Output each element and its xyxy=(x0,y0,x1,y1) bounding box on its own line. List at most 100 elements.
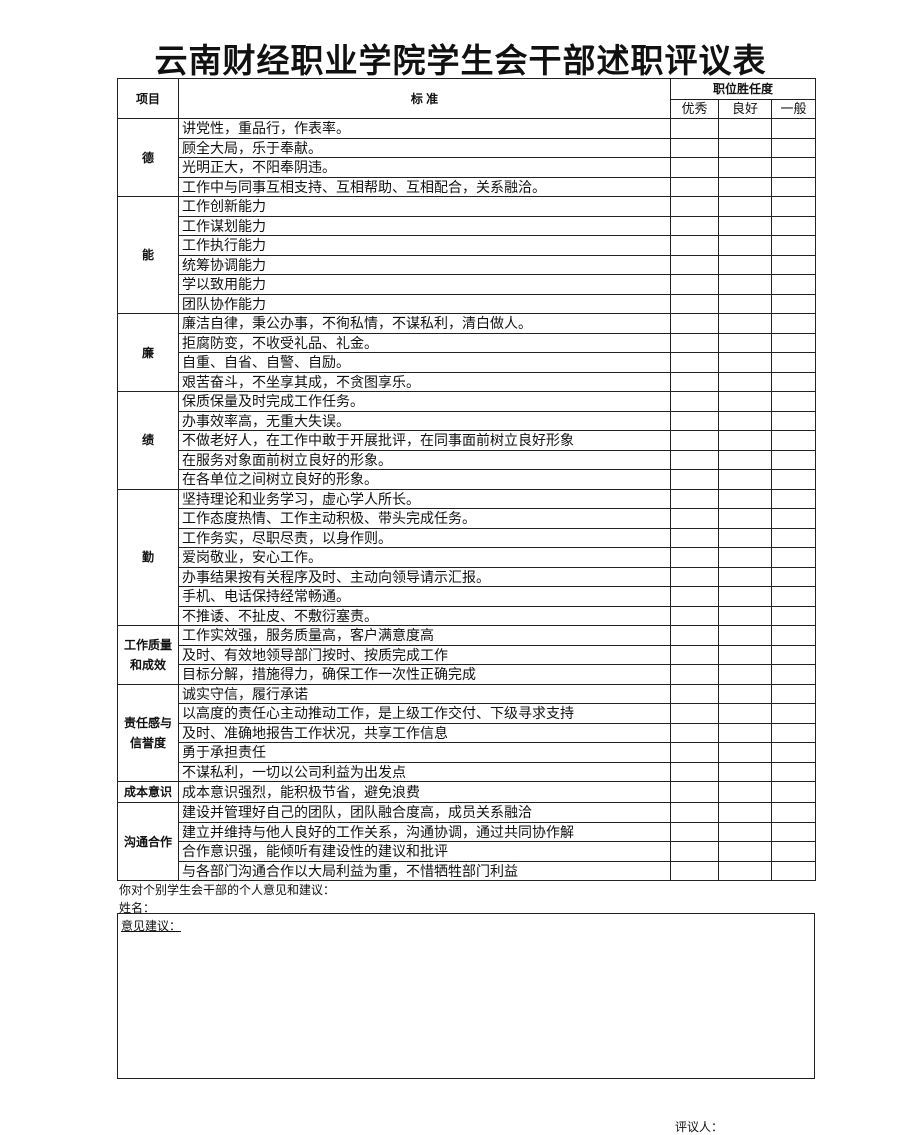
evaluation-table: 项目 标 准 职位胜任度 优秀 良好 一般 德讲党性，重品行，作表率。 顾全大局，乐于… xyxy=(117,78,817,881)
rating-cell xyxy=(670,430,719,451)
rating-cell xyxy=(718,683,772,704)
rating-cell xyxy=(718,841,772,862)
rating-cell xyxy=(770,664,817,685)
criterion-row: 顾全大局，乐于奉献。 xyxy=(118,137,817,158)
rating-cell xyxy=(718,430,772,451)
rating-cell xyxy=(670,313,719,334)
header-row: 项目 标 准 职位胜任度 xyxy=(117,78,817,119)
criterion-row: 在各单位之间树立良好的形象。 xyxy=(118,469,817,490)
rating-cell xyxy=(670,469,719,490)
criterion-row: 廉廉洁自律，秉公办事，不徇私情，不谋私利，清白做人。 xyxy=(117,313,817,392)
rating-cell xyxy=(718,742,772,763)
criterion: 在服务对象面前树立良好的形象。 xyxy=(178,449,671,470)
criterion: 工作谋划能力 xyxy=(178,215,671,236)
rating-cell xyxy=(718,860,772,881)
criterion-row: 办事结果按有关程序及时、主动向领导请示汇报。 xyxy=(118,566,817,587)
rating-cell xyxy=(770,176,817,197)
criterion: 工作实效强，服务质量高，客户满意度高 xyxy=(178,625,671,646)
rating-cell xyxy=(670,683,719,704)
criterion: 自重、自省、自警、自励。 xyxy=(178,352,671,373)
rating-cell xyxy=(718,157,772,178)
criterion: 及时、有效地领导部门按时、按质完成工作 xyxy=(178,644,671,665)
rating-cell xyxy=(670,722,719,743)
rating-cell xyxy=(670,176,719,197)
rating-cell xyxy=(670,118,719,139)
criterion: 工作中与同事互相支持、互相帮助、互相配合，关系融洽。 xyxy=(178,176,671,197)
criterion: 及时、准确地报告工作状况，共享工作信息 xyxy=(178,722,671,743)
rating-header: 良好 xyxy=(718,99,772,119)
rating-cell xyxy=(770,410,817,431)
rating-cell xyxy=(770,586,817,607)
criterion-row: 绩保质保量及时完成工作任务。 xyxy=(117,391,817,490)
rating-cell xyxy=(718,449,772,470)
rating-cell xyxy=(718,215,772,236)
rating-cell xyxy=(770,683,817,704)
rating-cell xyxy=(718,293,772,314)
rating-cell xyxy=(670,215,719,236)
rating-cell xyxy=(770,841,817,862)
rating-cell xyxy=(770,391,817,412)
rating-cell xyxy=(770,566,817,587)
criterion-row: 工作质量和成效 工作实效强，服务质量高，客户满意度高 xyxy=(117,625,817,685)
rating-cell xyxy=(718,586,772,607)
rating-cell xyxy=(670,664,719,685)
rating-cell xyxy=(718,313,772,334)
criterion-row: 统筹协调能力 xyxy=(118,254,817,275)
criterion-row: 及时、有效地领导部门按时、按质完成工作 xyxy=(118,644,817,665)
criterion-row: 德讲党性，重品行，作表率。 xyxy=(117,118,817,197)
criterion: 学以致用能力 xyxy=(178,274,671,295)
rating-cell xyxy=(770,118,817,139)
rating-cell xyxy=(718,488,772,509)
rating-cell xyxy=(670,488,719,509)
rating-cell xyxy=(770,254,817,275)
rating-cell xyxy=(770,430,817,451)
rating-cell xyxy=(670,625,719,646)
criterion: 办事效率高，无重大失误。 xyxy=(178,410,671,431)
rating-cell xyxy=(718,176,772,197)
criterion: 工作态度热情、工作主动积极、带头完成任务。 xyxy=(178,508,671,529)
rating-cell xyxy=(718,664,772,685)
criterion: 建立并维持与他人良好的工作关系，沟通协调，通过共同协作解 xyxy=(178,821,671,842)
rating-cell xyxy=(770,274,817,295)
rating-cell xyxy=(770,860,817,881)
criterion-row: 工作务实，尽职尽责，以身作则。 xyxy=(118,527,817,548)
rating-cell xyxy=(718,781,772,803)
rating-cell xyxy=(770,644,817,665)
criterion-row: 建立并维持与他人良好的工作关系，沟通协调，通过共同协作解 xyxy=(118,821,817,842)
rating-cell xyxy=(770,235,817,256)
rating-cell xyxy=(718,371,772,392)
rating-cell xyxy=(670,761,719,782)
criterion-row: 工作执行能力 xyxy=(118,235,817,256)
rating-cell xyxy=(770,625,817,646)
rating-cell xyxy=(718,802,772,823)
suggestion-label: 意见建议： xyxy=(121,919,182,933)
criterion: 与各部门沟通合作以大局利益为重，不惜牺牲部门利益 xyxy=(178,860,671,881)
rating-cell xyxy=(718,644,772,665)
rating-cell xyxy=(770,547,817,568)
criterion-row: 工作态度热情、工作主动积极、带头完成任务。 xyxy=(118,508,817,529)
rating-cell xyxy=(670,605,719,626)
rating-cell xyxy=(718,274,772,295)
rating-cell xyxy=(670,371,719,392)
rating-cell xyxy=(670,860,719,881)
criterion-row: 以高度的责任心主动推动工作，是上级工作交付、下级寻求支持 xyxy=(118,703,817,724)
criterion: 不做老好人，在工作中敢于开展批评，在同事面前树立良好形象 xyxy=(178,430,671,451)
rating-cell xyxy=(718,391,772,412)
rating-cell xyxy=(670,157,719,178)
rating-cell xyxy=(670,566,719,587)
suggestion-box: 意见建议： xyxy=(117,913,815,1079)
criterion-row: 及时、准确地报告工作状况，共享工作信息 xyxy=(118,722,817,743)
rating-cell xyxy=(718,821,772,842)
criterion: 爱岗敬业，安心工作。 xyxy=(178,547,671,568)
criterion: 不谋私利，一切以公司利益为出发点 xyxy=(178,761,671,782)
rating-cell xyxy=(670,235,719,256)
rating-cell xyxy=(670,449,719,470)
criterion: 艰苦奋斗，不坐享其成，不贪图享乐。 xyxy=(178,371,671,392)
criterion: 诚实守信，履行承诺 xyxy=(178,683,671,704)
name-label: 姓名： xyxy=(119,901,156,915)
criterion-row: 办事效率高，无重大失误。 xyxy=(118,410,817,431)
rating-cell xyxy=(670,586,719,607)
rating-cell xyxy=(718,352,772,373)
criterion: 工作创新能力 xyxy=(178,196,671,217)
rating-cell xyxy=(770,802,817,823)
